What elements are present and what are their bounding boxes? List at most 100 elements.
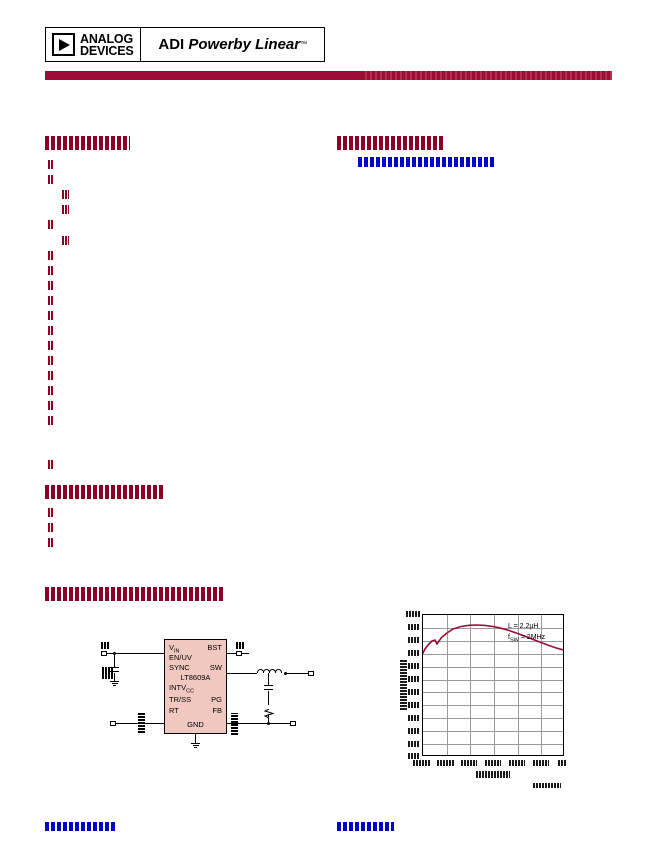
wire-fb-div: [268, 697, 269, 705]
gridline-h-1: [423, 627, 563, 629]
gridline-h-9: [423, 731, 563, 733]
vout-terminal: [308, 671, 314, 676]
gridline-h-5: [423, 679, 563, 681]
y-tick-label-5: [408, 676, 420, 682]
analog-devices-logo: ANALOG DEVICES: [46, 28, 142, 61]
pin-label-tr-ss: TR/SS: [169, 695, 192, 704]
y-tick-label-8: [408, 715, 420, 721]
pin-label-pg: PG: [211, 695, 222, 704]
wire-vin-cap: [114, 653, 115, 667]
pin-label-fb: FB: [212, 706, 222, 715]
ground-symbol-main: [191, 743, 200, 748]
typical-application-schematic: VIN EN/UV SYNC INTVCC TR/SS RT BST SW PG…: [85, 625, 325, 770]
application-bullet-1: [48, 508, 54, 517]
y-tick-label-0: [406, 611, 420, 617]
feature-bullet-5: [48, 220, 54, 229]
efficiency-curve: [423, 624, 563, 654]
chart-plot-area: L = 2.2µH fSW = 2MHz: [422, 614, 564, 756]
pin-label-intvcc: INTVCC: [169, 683, 195, 695]
ground-symbol-input: [110, 681, 119, 686]
gridline-v-3: [494, 615, 495, 755]
trademark-symbol: ™: [300, 41, 308, 48]
resistor-icon: [263, 708, 275, 719]
gridline-h-6: [423, 692, 563, 694]
feature-bullet-7: [48, 251, 54, 260]
y-tick-label-3: [408, 650, 420, 656]
adi-logo-block: ANALOG DEVICES ADI Power by Linear ™: [45, 27, 325, 62]
feature-bullet-14: [48, 356, 54, 365]
gridline-v-4: [517, 615, 519, 755]
rt-value-redacted: [138, 713, 145, 733]
rt-terminal: [110, 721, 116, 726]
application-bullet-2: [48, 523, 54, 532]
x-axis-title-redacted: [476, 771, 510, 778]
x-tick-label-2: [461, 760, 477, 766]
fb-value-redacted: [231, 713, 238, 735]
by-linear-text: by Linear: [233, 36, 301, 53]
company-name-line1: ANALOG: [80, 31, 133, 46]
vin-terminal: [101, 651, 107, 656]
y-tick-label-6: [408, 689, 420, 695]
input-cap-value-redacted: [102, 667, 114, 679]
wire-sw: [227, 673, 257, 674]
wire-res-gnd: [268, 714, 269, 723]
output-capacitor: [264, 685, 273, 690]
applications-heading: [45, 483, 165, 500]
x-tick-label-0: [413, 760, 431, 766]
ic-part-name: LT8609A: [180, 673, 211, 682]
gridline-v-1: [446, 615, 448, 755]
bst-label-redacted: [236, 642, 245, 649]
footer-document-feedback-link[interactable]: [45, 822, 117, 831]
x-tick-label-6: [558, 760, 566, 766]
gridline-h-8: [423, 718, 563, 720]
efficiency-curve-path: [423, 624, 563, 654]
feedback-resistor: [262, 705, 276, 719]
feature-bullet-9: [48, 281, 54, 290]
x-tick-label-4: [509, 760, 525, 766]
gridline-v-2: [470, 615, 472, 755]
wire-pg: [268, 723, 290, 724]
wire-vout: [285, 673, 311, 674]
y-axis-title-redacted: [400, 660, 407, 710]
x-tick-label-3: [485, 760, 501, 766]
feature-bullet-15: [48, 371, 54, 380]
pin-label-gnd: GND: [187, 720, 204, 729]
adi-text: ADI: [158, 36, 185, 53]
feature-bullet-1: [48, 160, 54, 169]
features-heading: [45, 134, 130, 151]
part-title-redacted-text: [362, 71, 612, 80]
part-title-bar: [45, 71, 612, 80]
pin-label-sw: SW: [209, 663, 222, 672]
application-bullet-3: [48, 538, 54, 547]
feature-bullet-12: [48, 326, 54, 335]
gridline-h-2: [423, 640, 563, 642]
feature-bullet-13: [48, 341, 54, 350]
footer-datasheet-link[interactable]: [337, 822, 394, 831]
feature-bullet-17: [48, 401, 54, 410]
feature-bullet-10: [48, 296, 54, 305]
typical-application-heading: [45, 585, 223, 602]
company-name-line2: DEVICES: [80, 43, 134, 58]
power-text: Power: [188, 36, 234, 53]
pin-label-bst: BST: [207, 643, 222, 652]
y-tick-label-4: [408, 663, 420, 669]
feature-bullet-2: [48, 175, 54, 184]
description-part-numbers-redacted: [358, 157, 494, 167]
feature-bullet-4: [62, 205, 69, 214]
y-tick-label-10: [408, 741, 420, 747]
feature-bullet-11: [48, 311, 54, 320]
vin-label-redacted: [101, 642, 110, 649]
gridline-h-3: [423, 653, 563, 655]
applications-heading-redacted: [45, 485, 165, 500]
feature-bullet-18: [48, 416, 54, 425]
wire-vout-cap: [268, 673, 269, 685]
wire-vin: [107, 653, 164, 654]
power-by-linear-wordmark: ADI Power by Linear ™: [141, 28, 324, 61]
wire-gnd: [195, 734, 196, 743]
bst-terminal: [236, 651, 242, 656]
feature-bullet-16: [48, 386, 54, 395]
pg-terminal: [290, 721, 296, 726]
gridline-h-10: [423, 744, 563, 745]
y-tick-label-9: [408, 728, 420, 734]
gridline-v-5: [541, 615, 543, 755]
